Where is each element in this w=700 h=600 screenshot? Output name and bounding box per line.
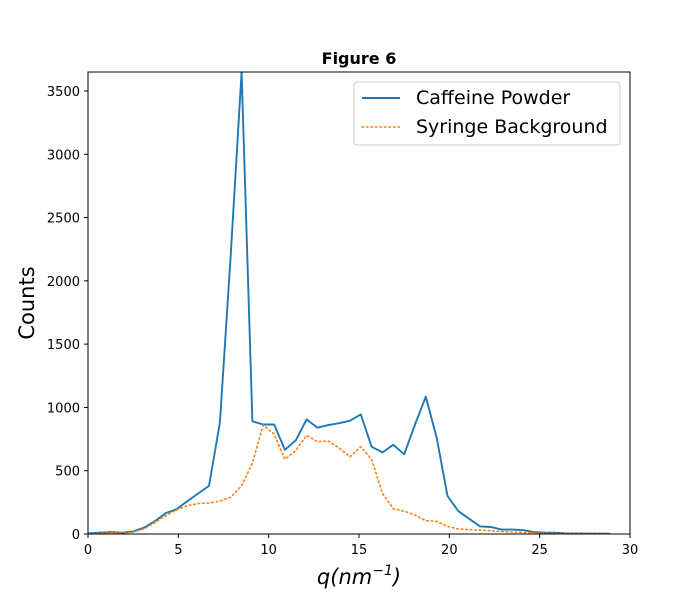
- legend-label: Syringe Background: [416, 116, 608, 138]
- x-axis-label-superscript: −1: [372, 563, 393, 579]
- x-tick-label: 25: [531, 543, 548, 558]
- y-tick-label: 3000: [47, 148, 80, 163]
- x-tick-label: 15: [351, 543, 368, 558]
- y-tick-label: 1000: [47, 401, 80, 416]
- y-tick-label: 2000: [47, 275, 80, 290]
- x-tick-label: 5: [174, 543, 182, 558]
- y-tick-label: 1500: [47, 338, 80, 353]
- chart-title: Figure 6: [322, 49, 397, 68]
- legend-label: Caffeine Powder: [416, 87, 570, 109]
- series-line-syringe-background: [88, 424, 611, 534]
- y-tick-label: 2500: [47, 212, 80, 227]
- x-tick-label: 10: [260, 543, 277, 558]
- x-tick-label: 30: [622, 543, 639, 558]
- y-axis: 0 500 1000 1500 2000 2500 3000 3500: [47, 85, 88, 543]
- x-axis-label-base: q(nm: [317, 565, 372, 589]
- y-tick-label: 3500: [47, 85, 80, 100]
- plot-area: [88, 72, 611, 534]
- y-tick-label: 0: [72, 528, 80, 543]
- x-tick-label: 20: [441, 543, 458, 558]
- legend: Caffeine Powder Syringe Background: [353, 81, 621, 146]
- x-tick-label: 0: [84, 543, 92, 558]
- x-axis-label-close: ): [391, 565, 401, 589]
- y-axis-label: Counts: [15, 266, 39, 339]
- y-tick-label: 500: [55, 465, 80, 480]
- legend-box: [353, 81, 621, 146]
- x-axis: 0 5 10 15 20 25 30: [84, 534, 638, 558]
- x-axis-label: q(nm−1): [317, 563, 401, 589]
- plot-frame: [87, 71, 631, 535]
